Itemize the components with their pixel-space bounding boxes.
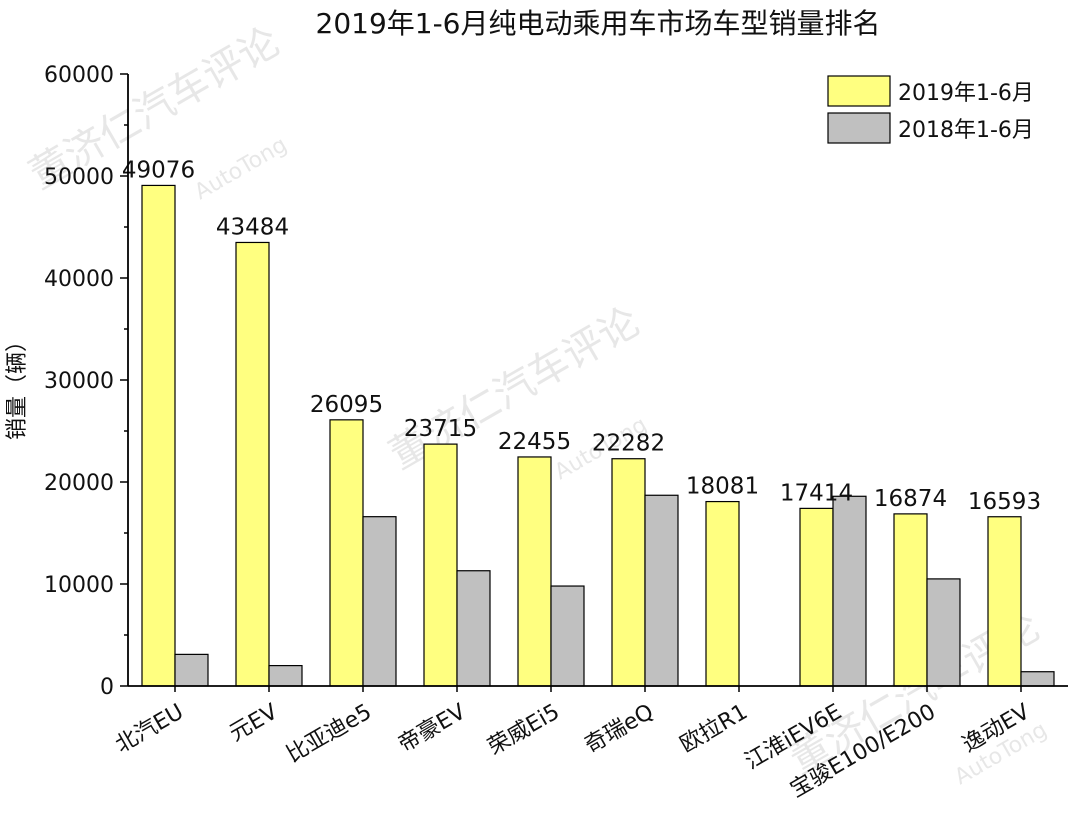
bar-series-2019 [329, 419, 364, 687]
legend-label: 2019年1-6月 [898, 81, 1034, 106]
data-label: 16593 [968, 489, 1041, 515]
data-label: 18081 [686, 474, 759, 500]
data-label: 23715 [404, 416, 477, 442]
category-label: 荣威Ei5 [484, 700, 564, 761]
data-labels: 49076 43484 26095 23715 22455 22282 18081 17414… [122, 157, 1041, 514]
data-label: 22455 [498, 429, 571, 455]
legend-swatch [827, 75, 891, 107]
data-label: 22282 [592, 431, 665, 457]
bar-series-2019 [799, 507, 834, 687]
data-label: 49076 [122, 157, 195, 183]
bar-series-2019 [141, 184, 176, 687]
bar-series-2018 [362, 516, 397, 687]
bar-series-2019 [423, 443, 458, 687]
legend-swatch [827, 112, 891, 144]
y-tick-label: 30000 [44, 369, 114, 394]
category-label: 欧拉R1 [676, 700, 752, 758]
bar-series-2019 [235, 241, 270, 687]
legend-label: 2018年1-6月 [898, 118, 1034, 143]
category-label: 元EV [225, 700, 282, 747]
chart-title: 2019年1-6月纯电动乘用车市场车型销量排名 [316, 7, 881, 40]
watermark-subtext: AutoTong [191, 132, 292, 205]
category-label: 奇瑞eQ [581, 700, 658, 759]
y-tick-label: 60000 [44, 63, 114, 88]
legend: 2019年1-6月 2018年1-6月 [827, 75, 1034, 144]
y-tick-label: 50000 [44, 165, 114, 190]
bar-series-2018 [926, 578, 961, 687]
bar-series-2018 [832, 495, 867, 687]
y-axis-label: 销量（辆） [5, 330, 30, 440]
data-label: 16874 [874, 486, 947, 512]
data-label: 17414 [780, 480, 853, 506]
bar-series-2018 [644, 494, 679, 687]
category-label: 比亚迪e5 [282, 700, 376, 768]
category-label: 帝豪EV [394, 700, 470, 758]
category-label: 北汽EU [111, 700, 188, 759]
y-tick-label: 40000 [44, 267, 114, 292]
y-tick-label: 20000 [44, 471, 114, 496]
bar-series-2018 [174, 653, 209, 687]
data-label: 43484 [216, 214, 289, 240]
bar-series-2018 [456, 570, 491, 687]
bar-series-2019 [893, 513, 928, 687]
bar-series-2019 [987, 516, 1022, 687]
bar-series-2018 [550, 585, 585, 687]
bar-series-2018 [1020, 671, 1055, 687]
bar-series-2019 [611, 458, 646, 687]
y-axis-ticks: 0 10000 20000 30000 40000 50000 60000 [44, 63, 128, 700]
bar-series-2019 [517, 456, 552, 687]
axes [127, 74, 1068, 687]
bar-series-2019 [705, 500, 740, 687]
y-tick-label: 10000 [44, 573, 114, 598]
data-label: 26095 [310, 392, 383, 418]
bars [141, 184, 1055, 687]
bar-series-2018 [268, 664, 303, 687]
y-tick-label: 0 [100, 675, 114, 700]
